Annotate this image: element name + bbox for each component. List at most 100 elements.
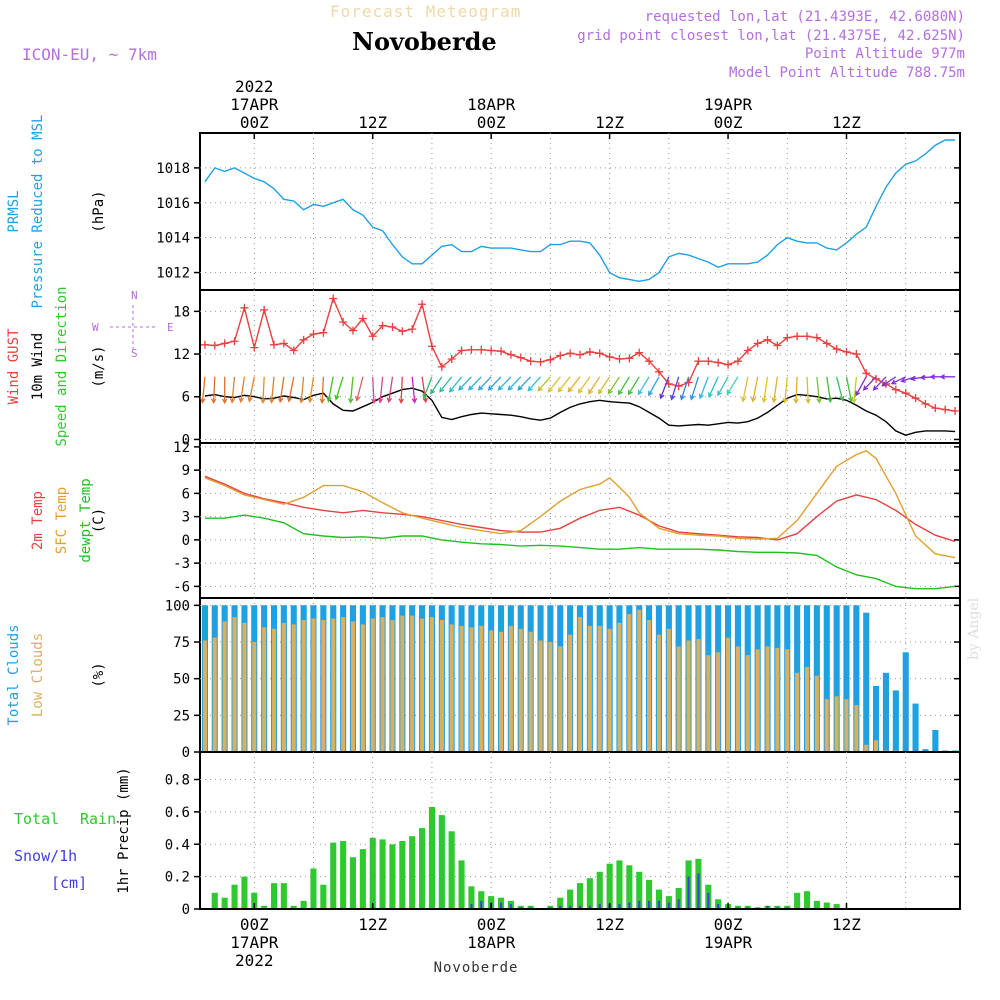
low-cloud-bar	[577, 617, 582, 752]
gust-marker	[891, 385, 900, 394]
rain-bar	[221, 897, 228, 909]
low-cloud-bar	[755, 649, 760, 752]
gust-marker	[457, 346, 466, 355]
total-cloud-bar	[853, 605, 860, 752]
gust-marker	[931, 404, 940, 413]
rain-bar	[231, 884, 238, 909]
wind-direction-arrow	[430, 376, 443, 395]
wind-direction-arrow	[439, 376, 453, 393]
low-cloud-bar	[617, 622, 622, 752]
gust-marker	[398, 327, 407, 336]
rain-bar	[655, 889, 662, 909]
snow-bar	[766, 905, 769, 909]
rain-bar	[211, 892, 218, 909]
compass-cross	[110, 305, 156, 349]
rain-bar	[310, 868, 317, 909]
wind-direction-arrow	[458, 376, 472, 391]
wind-direction-arrow	[319, 376, 326, 405]
rain-bar	[448, 831, 455, 909]
wind-direction-arrow	[497, 376, 512, 391]
total-cloud-bar	[892, 690, 899, 752]
top-time-label: 12Z	[832, 113, 861, 132]
low-cloud-bar	[449, 624, 454, 752]
wind-direction-arrow	[637, 376, 650, 396]
y-tick-label: 1018	[156, 161, 190, 177]
wind-direction-arrow	[377, 376, 384, 404]
low-cloud-bar	[439, 620, 444, 752]
wind-direction-arrow	[371, 376, 377, 405]
gust-marker	[358, 314, 367, 323]
rain-bar	[251, 892, 258, 909]
top-time-label: 19APR	[704, 95, 753, 114]
gust-marker	[684, 378, 693, 387]
wind-direction-arrow	[507, 376, 522, 391]
low-cloud-bar	[291, 624, 296, 752]
low-cloud-bar	[854, 705, 859, 752]
y-tick-label: 25	[173, 708, 190, 724]
wind-direction-arrow	[761, 376, 769, 404]
low-cloud-bar	[212, 637, 217, 752]
gust-marker	[714, 358, 723, 367]
wind-direction-arrow	[782, 376, 788, 404]
gust-marker	[842, 347, 851, 356]
low-cloud-bar	[676, 646, 681, 752]
compass-s: S	[131, 347, 138, 360]
gust-marker	[329, 294, 338, 303]
y-tick-label: 0.4	[165, 837, 190, 853]
low-cloud-bar	[281, 622, 286, 752]
low-cloud-bar	[301, 620, 306, 752]
gust-marker	[694, 357, 703, 366]
rain-bar	[586, 878, 593, 909]
low-cloud-bar	[834, 696, 839, 752]
low-cloud-bar	[410, 615, 415, 752]
wind-direction-arrow	[835, 376, 845, 402]
low-cloud-bar	[331, 618, 336, 752]
series-dewpt-temp	[204, 514, 956, 590]
gust-marker	[743, 346, 752, 355]
legend-cm: [cm]	[51, 874, 87, 892]
y-axis-label: (%)	[91, 662, 107, 687]
wind-direction-arrow	[872, 376, 887, 391]
wind-direction-arrow	[247, 376, 255, 403]
rain-bar	[636, 871, 643, 909]
wind-direction-arrow	[487, 376, 502, 391]
wind-direction-arrow	[851, 376, 858, 404]
gust-marker	[526, 357, 535, 366]
bottom-time-label: 12Z	[358, 915, 387, 934]
low-cloud-bar	[745, 655, 750, 752]
snow-bar	[717, 904, 720, 909]
rain-bar	[626, 865, 633, 909]
low-cloud-bar	[824, 699, 829, 752]
total-cloud-bar	[902, 652, 909, 752]
rain-bar	[399, 841, 406, 909]
panel-legend-label: Pressure Reduced to MSL	[30, 115, 46, 309]
wind-direction-arrow	[890, 376, 906, 385]
wind-direction-arrow	[771, 376, 779, 404]
gust-marker	[418, 300, 427, 309]
wind-direction-arrow	[547, 376, 561, 393]
low-cloud-bar	[548, 642, 553, 752]
low-cloud-bar	[370, 618, 375, 752]
gust-marker	[289, 346, 298, 355]
wind-direction-arrow	[477, 376, 492, 391]
wind-direction-arrow	[607, 376, 621, 395]
rain-bar	[428, 807, 435, 909]
gust-marker	[467, 345, 476, 354]
series-10m-wind	[204, 387, 956, 436]
low-cloud-bar	[272, 628, 277, 752]
wind-direction-arrow	[421, 376, 428, 404]
low-cloud-bar	[597, 625, 602, 752]
gust-marker	[566, 349, 575, 358]
bottom-time-label: 00Z	[240, 915, 269, 934]
gust-marker	[260, 305, 269, 314]
wind-direction-arrow	[617, 376, 630, 396]
wind-direction-arrow	[286, 376, 295, 403]
wind-direction-arrow	[517, 376, 532, 391]
y-tick-label: 0	[182, 902, 190, 918]
y-tick-label: 1016	[156, 196, 190, 212]
gust-marker	[773, 341, 782, 350]
gust-marker	[951, 406, 960, 415]
y-tick-label: 6	[182, 486, 190, 502]
rain-bar	[379, 839, 386, 909]
bottom-time-label: 19APR	[704, 933, 753, 952]
